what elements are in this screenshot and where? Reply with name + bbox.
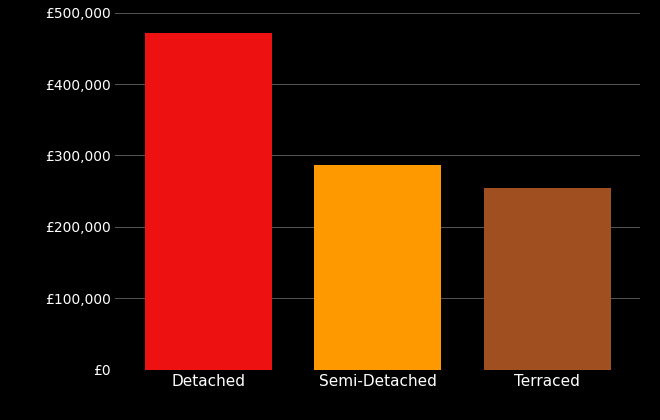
Bar xyxy=(314,165,442,370)
Bar xyxy=(145,33,272,370)
Bar xyxy=(484,187,610,370)
